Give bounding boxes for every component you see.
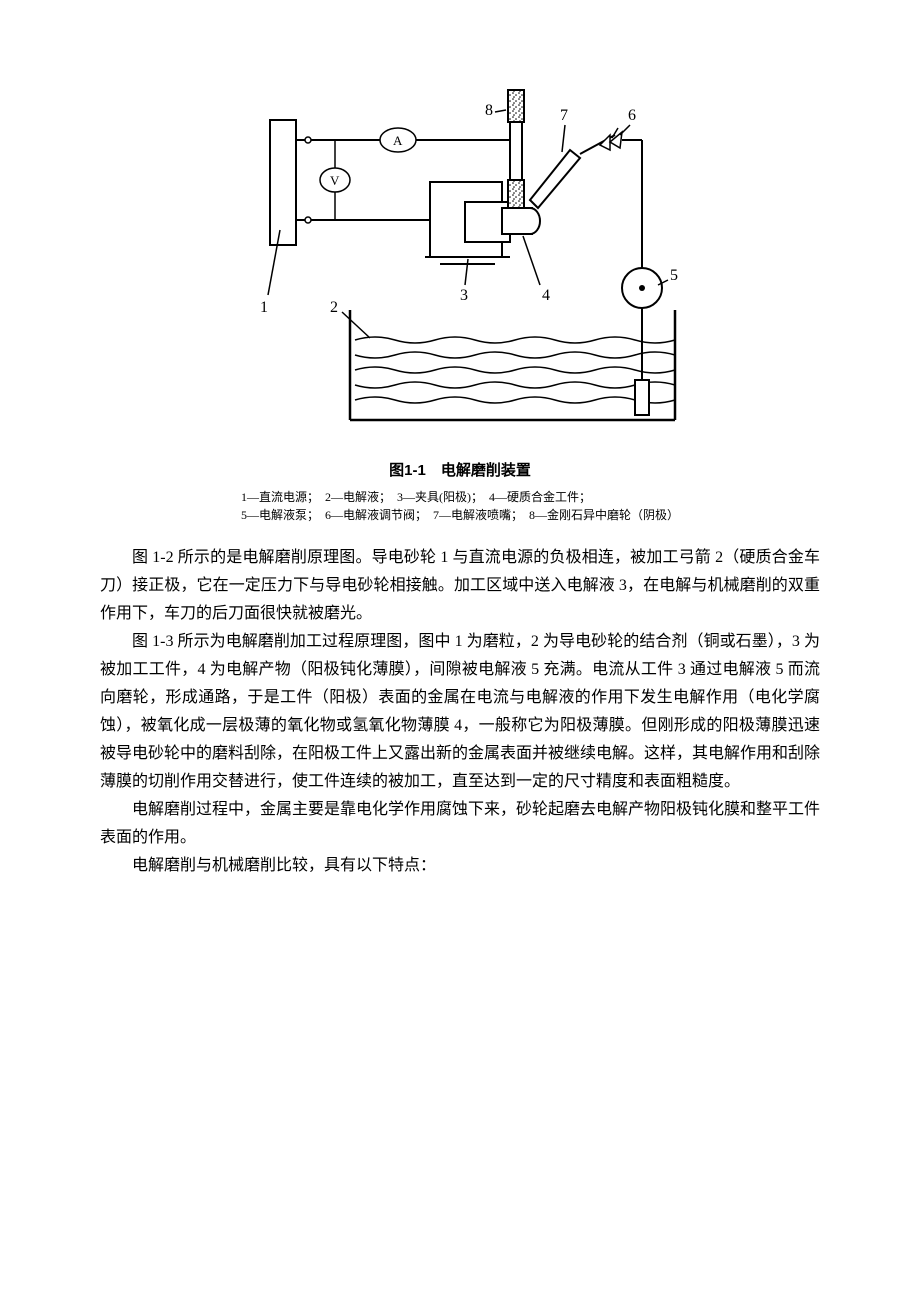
ammeter-label: A xyxy=(393,133,403,148)
valve-icon xyxy=(600,128,622,150)
legend-line-1: 1—直流电源； 2—电解液； 3—夹具(阳极)； 4—硬质合金工件； xyxy=(241,490,591,504)
power-supply xyxy=(270,120,296,245)
label-5: 5 xyxy=(670,267,678,284)
label-7: 7 xyxy=(560,107,568,124)
body-text: 图 1-2 所示的是电解磨削原理图。导电砂轮 1 与直流电源的负极相连，被加工弓… xyxy=(100,544,820,880)
label-1: 1 xyxy=(260,299,268,316)
diagram-svg: 1 A V xyxy=(230,80,690,440)
paragraph-1: 图 1-2 所示的是电解磨削原理图。导电砂轮 1 与直流电源的负极相连，被加工弓… xyxy=(100,544,820,628)
figure-block: 1 A V xyxy=(100,80,820,524)
voltmeter-label: V xyxy=(330,173,340,188)
label-3: 3 xyxy=(460,287,468,304)
paragraph-3: 电解磨削过程中，金属主要是靠电化学作用腐蚀下来，砂轮起磨去电解产物阳极钝化膜和整… xyxy=(100,796,820,852)
label-4: 4 xyxy=(542,287,550,304)
wheel-top xyxy=(508,90,524,122)
workpiece xyxy=(502,208,532,234)
wheel-bottom xyxy=(508,180,524,208)
paragraph-2: 图 1-3 所示为电解磨削加工过程原理图，图中 1 为磨粒，2 为导电砂轮的结合… xyxy=(100,628,820,796)
figure-legend: 1—直流电源； 2—电解液； 3—夹具(阳极)； 4—硬质合金工件； 5—电解液… xyxy=(241,488,679,524)
figure-diagram: 1 A V xyxy=(230,80,690,445)
paragraph-4: 电解磨削与机械磨削比较，具有以下特点： xyxy=(100,852,820,880)
label-6: 6 xyxy=(628,107,636,124)
figure-caption: 图1-1 电解磨削装置 xyxy=(100,459,820,480)
electrolyte-waves xyxy=(355,337,675,403)
label-8: 8 xyxy=(485,102,493,119)
label-2: 2 xyxy=(330,299,338,316)
legend-line-2: 5—电解液泵； 6—电解液调节阀； 7—电解液喷嘴； 8—金刚石异中磨轮（阴极） xyxy=(241,508,679,522)
page: 1 A V xyxy=(0,0,920,940)
nozzle xyxy=(530,150,580,208)
